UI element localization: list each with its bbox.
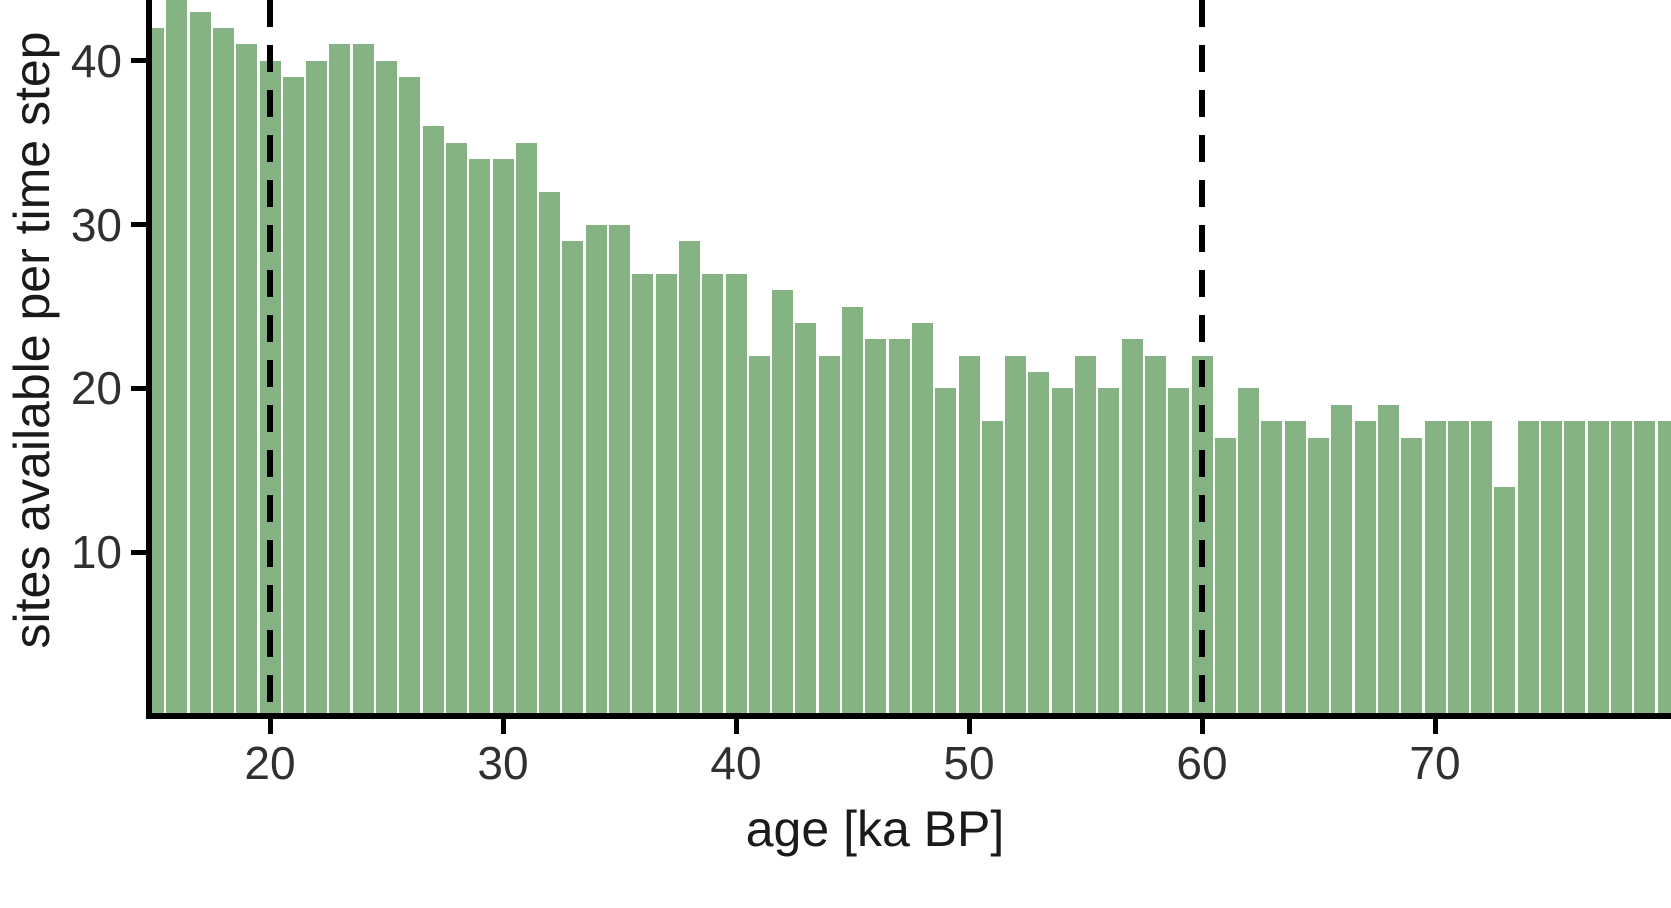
bar — [149, 28, 164, 716]
bar — [632, 273, 654, 716]
y-axis-title: sites available per time step — [4, 31, 60, 649]
bar — [376, 60, 397, 716]
bar — [1634, 421, 1656, 716]
plot-area: 20 30 40 50 60 70 10 20 30 40 — [70, 0, 1671, 789]
bar — [585, 224, 607, 716]
bar — [399, 77, 421, 716]
bar — [306, 60, 328, 716]
x-tick-mark — [1199, 719, 1205, 734]
y-tick-label: 10 — [70, 526, 122, 579]
bar — [1354, 421, 1376, 716]
x-tick-label: 60 — [1176, 737, 1228, 789]
bar — [609, 224, 630, 716]
y-tick-label: 30 — [70, 198, 122, 251]
bar — [1564, 421, 1586, 716]
bar — [422, 126, 444, 716]
bar — [539, 191, 561, 716]
bar — [888, 339, 910, 716]
bar — [1261, 421, 1283, 716]
y-tick-label: 40 — [70, 34, 122, 87]
bars-layer — [149, 0, 1671, 716]
bar — [1517, 421, 1539, 716]
bar — [725, 273, 747, 716]
reference-line — [267, 0, 273, 716]
bar — [1377, 404, 1399, 716]
bar — [282, 77, 304, 716]
bar — [1168, 388, 1190, 716]
x-tick-label: 30 — [477, 737, 529, 789]
bar — [445, 142, 467, 716]
bar — [1657, 421, 1671, 716]
x-tick-mark — [500, 719, 506, 734]
bar — [469, 159, 491, 716]
bar — [1424, 421, 1446, 716]
bar — [1308, 437, 1329, 716]
bar — [981, 421, 1003, 716]
bar — [166, 0, 188, 716]
bar — [1121, 339, 1143, 716]
bar — [1587, 421, 1609, 716]
x-tick-label: 40 — [710, 737, 762, 789]
y-axis-line — [146, 0, 152, 716]
bar — [958, 355, 980, 716]
y-tick-mark — [131, 222, 146, 228]
bar — [562, 240, 584, 716]
x-tick-mark — [1432, 719, 1438, 734]
x-tick-label: 50 — [943, 737, 995, 789]
x-tick-mark — [733, 719, 739, 734]
bar — [1471, 421, 1493, 716]
bar — [236, 44, 258, 716]
bar — [1005, 355, 1027, 716]
bar — [1144, 355, 1166, 716]
bar — [1238, 388, 1260, 716]
y-tick-mark — [131, 549, 146, 555]
bar — [1214, 437, 1236, 716]
bar — [329, 44, 351, 716]
x-tick-mark — [966, 719, 972, 734]
bar — [702, 273, 724, 716]
bar — [1284, 421, 1306, 716]
bar — [935, 388, 957, 716]
bar — [1541, 421, 1562, 716]
x-tick-label: 20 — [244, 737, 296, 789]
x-axis-line — [146, 713, 1671, 719]
bar — [748, 355, 770, 716]
y-tick-label: 20 — [70, 362, 122, 415]
bar — [492, 159, 514, 716]
x-axis-title: age [ka BP] — [745, 801, 1005, 857]
y-tick-mark — [131, 58, 146, 64]
bar — [1401, 437, 1423, 716]
x-tick-mark — [267, 719, 273, 734]
bar — [865, 339, 887, 716]
bar — [1331, 404, 1353, 716]
bar — [212, 28, 234, 716]
bar — [1494, 486, 1516, 716]
bar — [1098, 388, 1120, 716]
bar — [1447, 421, 1469, 716]
bar — [515, 142, 537, 716]
bar — [189, 11, 211, 716]
bar — [1028, 372, 1050, 716]
reference-line — [1199, 0, 1205, 716]
bar — [1610, 421, 1632, 716]
bar — [818, 355, 840, 716]
bar — [678, 240, 700, 716]
y-tick-mark — [131, 385, 146, 391]
bar — [842, 306, 863, 716]
bar — [352, 44, 374, 716]
bar — [1075, 355, 1096, 716]
bar — [655, 273, 677, 716]
bar — [795, 322, 817, 716]
bar — [772, 290, 794, 716]
bar — [1051, 388, 1073, 716]
x-tick-label: 70 — [1409, 737, 1461, 789]
bar — [911, 322, 933, 716]
